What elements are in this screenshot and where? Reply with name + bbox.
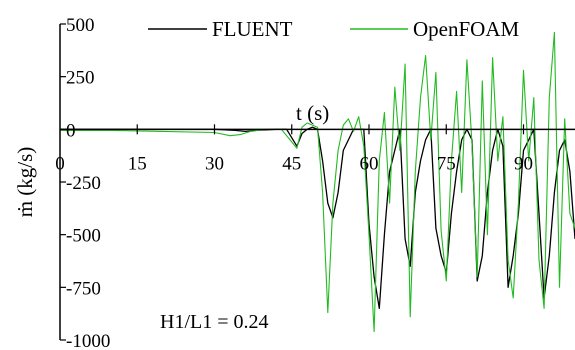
legend-label-fluent: FLUENT [212,17,293,41]
x-tick-label: 60 [360,153,379,174]
x-tick-label: 0 [55,153,65,174]
series-layer [60,31,575,333]
y-tick-label: -750 [66,278,101,299]
legend: FLUENT OpenFOAM [148,17,519,41]
x-tick-label: 15 [128,153,147,174]
x-axis-title: t (s) [296,101,329,125]
y-axis-title: ṁ (kg/s) [13,147,37,218]
x-tick-label: 90 [514,153,533,174]
annotation-ratio: H1/L1 = 0.24 [160,311,269,333]
axis-layer [59,24,575,340]
x-tick-label: 45 [282,153,301,174]
x-tick-label: 30 [205,153,224,174]
series-line-fluent [60,126,575,310]
legend-label-openfoam: OpenFOAM [413,17,519,41]
x-tick-label: 75 [437,153,456,174]
y-tick-label: -1000 [66,331,110,350]
y-tick-label: -250 [66,173,101,194]
y-tick-label: 500 [66,15,95,36]
y-tick-label: 0 [66,120,76,141]
y-tick-label: -500 [66,226,101,247]
series-line-openfoam [60,31,575,333]
y-tick-label: 250 [66,68,95,89]
